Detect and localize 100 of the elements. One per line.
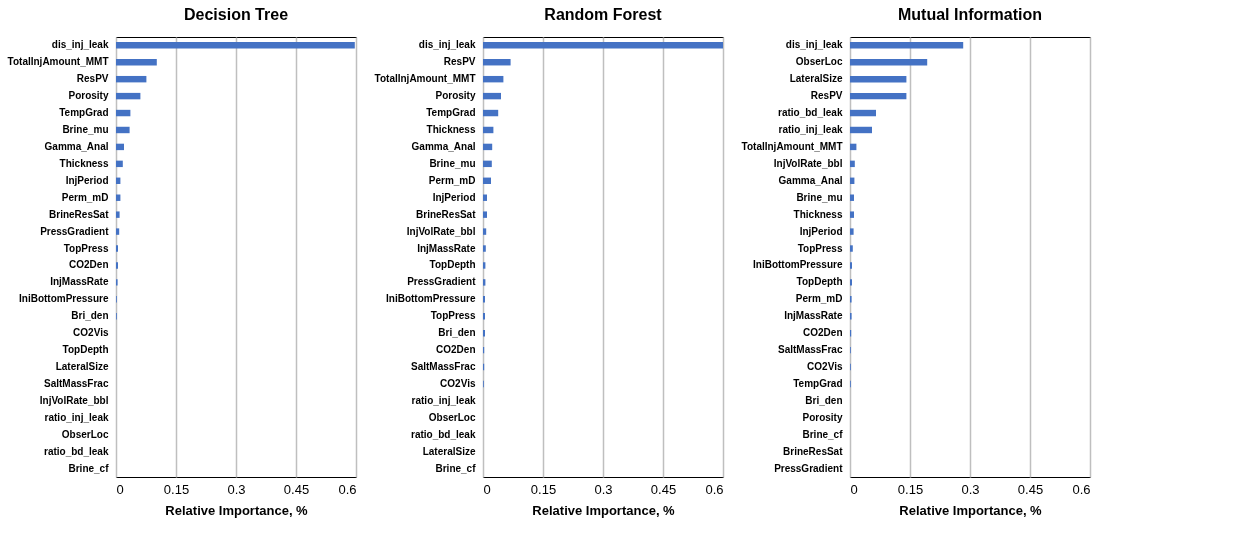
y-tick-label: Brine_mu xyxy=(62,123,109,135)
y-tick-label: InjVolRate_bbl xyxy=(406,225,476,237)
y-tick-label: Brine_mu xyxy=(796,191,843,203)
y-tick-label: PressGradient xyxy=(40,225,110,237)
bar xyxy=(116,92,141,100)
bar xyxy=(116,211,120,218)
bar xyxy=(483,211,487,218)
x-tick-label: 0.3 xyxy=(227,481,246,497)
x-axis-title: Relative Importance, % xyxy=(165,502,309,518)
x-tick-label: 0.45 xyxy=(650,481,677,497)
y-tick-label: Perm_mD xyxy=(795,293,843,305)
y-tick-label: Porosity xyxy=(802,411,843,423)
y-tick-label: TopPress xyxy=(430,310,476,322)
y-tick-label: Bri_den xyxy=(805,394,843,406)
x-tick-label: 0.6 xyxy=(705,481,724,497)
bar xyxy=(483,279,486,286)
bar xyxy=(483,126,494,134)
y-tick-label: BrineResSat xyxy=(416,208,477,220)
bar xyxy=(483,75,504,83)
y-tick-label: Thickness xyxy=(59,157,109,169)
y-tick-label: ObserLoc xyxy=(428,411,476,423)
bar xyxy=(483,194,487,201)
y-tick-label: InjPeriod xyxy=(432,191,476,203)
y-tick-label: InjVolRate_bbl xyxy=(773,157,843,169)
y-tick-label: Gamma_Anal xyxy=(778,174,843,186)
y-tick-label: IniBottomPressure xyxy=(753,259,843,271)
y-tick-label: ObserLoc xyxy=(795,56,843,68)
x-tick-label: 0.15 xyxy=(530,481,557,497)
bar xyxy=(116,42,355,49)
y-tick-label: Gamma_Anal xyxy=(44,140,109,152)
y-tick-label: CO2Vis xyxy=(73,327,109,339)
y-tick-label: InjVolRate_bbl xyxy=(39,394,109,406)
x-tick-label: 0.3 xyxy=(594,481,613,497)
y-tick-label: TempGrad xyxy=(793,378,843,390)
bar xyxy=(850,228,854,235)
y-tick-label: ratio_inj_leak xyxy=(44,411,109,423)
chart-title: Random Forest xyxy=(544,6,663,23)
y-tick-label: InjPeriod xyxy=(799,225,843,237)
bar xyxy=(483,245,486,252)
y-tick-label: Thickness xyxy=(793,208,843,220)
y-tick-label: PressGradient xyxy=(407,276,477,288)
y-tick-label: Porosity xyxy=(435,90,476,102)
bar xyxy=(850,42,964,49)
bar xyxy=(850,211,854,218)
y-tick-label: InjPeriod xyxy=(65,174,109,186)
y-tick-label: TopPress xyxy=(63,242,109,254)
bar xyxy=(483,92,501,100)
bar xyxy=(116,75,147,83)
y-tick-label: CO2Den xyxy=(436,344,476,356)
y-tick-label: ResPV xyxy=(810,90,843,102)
bar xyxy=(850,126,872,134)
y-tick-label: Perm_mD xyxy=(428,174,476,186)
y-tick-label: BrineResSat xyxy=(49,208,110,220)
y-tick-label: BrineResSat xyxy=(783,445,844,457)
bar xyxy=(483,228,487,235)
bar xyxy=(483,177,491,185)
y-tick-label: SaltMassFrac xyxy=(44,378,109,390)
bar xyxy=(116,59,157,66)
bar xyxy=(850,245,853,252)
y-tick-label: TopDepth xyxy=(429,259,476,271)
bar xyxy=(483,59,511,66)
x-tick-label: 0 xyxy=(116,481,124,497)
x-tick-label: 0.6 xyxy=(338,481,357,497)
y-tick-label: InjMassRate xyxy=(417,242,476,254)
x-tick-label: 0.45 xyxy=(1017,481,1044,497)
y-tick-label: ResPV xyxy=(443,56,476,68)
y-tick-label: dis_inj_leak xyxy=(785,39,843,51)
x-tick-label: 0 xyxy=(483,481,491,497)
y-tick-label: CO2Vis xyxy=(807,361,843,373)
x-tick-label: 0.3 xyxy=(961,481,980,497)
x-axis-title: Relative Importance, % xyxy=(532,502,676,518)
y-tick-label: ratio_bd_leak xyxy=(411,428,476,440)
y-tick-label: ResPV xyxy=(76,73,109,85)
y-tick-label: Porosity xyxy=(68,90,109,102)
bar xyxy=(483,143,493,151)
y-tick-label: TotalInjAmount_MMT xyxy=(741,140,843,152)
y-tick-label: Gamma_Anal xyxy=(411,140,476,152)
y-tick-label: ratio_bd_leak xyxy=(44,445,109,457)
y-tick-label: TopDepth xyxy=(796,276,843,288)
y-tick-label: ratio_inj_leak xyxy=(411,394,476,406)
y-tick-label: TotalInjAmount_MMT xyxy=(374,73,476,85)
bar xyxy=(116,126,130,134)
bar xyxy=(850,59,928,66)
bar xyxy=(116,160,123,168)
chart-title: Mutual Information xyxy=(898,6,1042,23)
y-tick-label: ratio_bd_leak xyxy=(778,107,843,119)
y-tick-label: IniBottomPressure xyxy=(19,293,109,305)
y-tick-label: Brine_cf xyxy=(68,462,110,474)
y-tick-label: TopDepth xyxy=(62,344,109,356)
x-tick-label: 0.6 xyxy=(1072,481,1091,497)
y-tick-label: TempGrad xyxy=(426,107,476,119)
chart-title: Decision Tree xyxy=(183,6,289,23)
y-tick-label: Bri_den xyxy=(71,310,109,322)
y-tick-label: ObserLoc xyxy=(61,428,109,440)
y-tick-label: TotalInjAmount_MMT xyxy=(7,56,109,68)
y-tick-label: TempGrad xyxy=(59,107,109,119)
y-tick-label: LateralSize xyxy=(422,445,476,457)
y-tick-label: LateralSize xyxy=(55,361,109,373)
bar xyxy=(850,160,855,168)
y-tick-label: Perm_mD xyxy=(61,191,109,203)
